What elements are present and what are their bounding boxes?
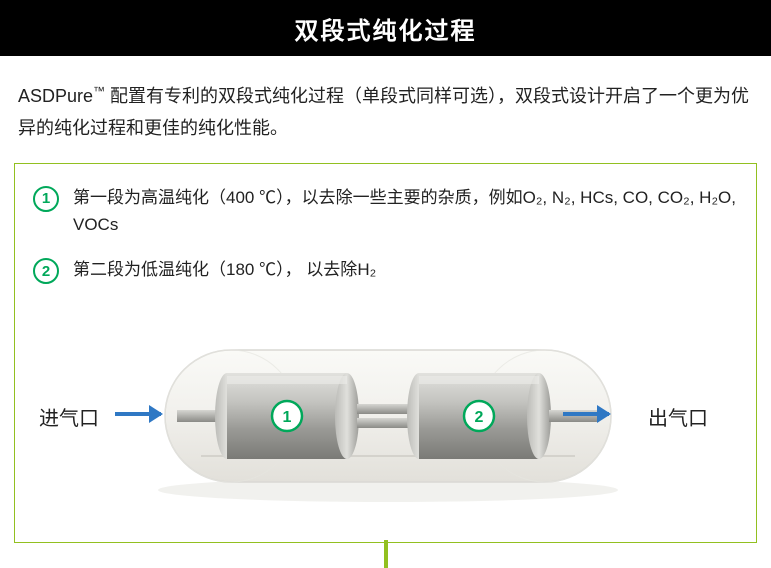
step-1-text: 第一段为高温纯化（400 ℃），以去除一些主要的杂质，例如O₂, N₂, HCs… (73, 184, 738, 238)
step-2-text: 第二段为低温纯化（180 ℃）， 以去除H₂ (73, 256, 376, 283)
bottom-connector-line (384, 540, 388, 568)
header-bar: 双段式纯化过程 (0, 0, 771, 56)
step-2-badge: 2 (33, 258, 59, 284)
step-2-text-a: 第二段为低温纯化（180 ℃）， 以去除 (73, 260, 357, 279)
step-2-row: 2 第二段为低温纯化（180 ℃）， 以去除H₂ (33, 256, 738, 284)
diagram-area: 进气口 (33, 310, 738, 520)
step-2-text-b: H₂ (357, 260, 376, 279)
step-1-text-a: 第一段为高温纯化（400 ℃），以去除一些主要的杂质，例如 (73, 188, 523, 207)
outlet-label: 出气口 (648, 402, 708, 431)
chamber-1-num: 1 (283, 409, 292, 426)
header-title: 双段式纯化过程 (295, 11, 477, 46)
step-1-row: 1 第一段为高温纯化（400 ℃），以去除一些主要的杂质，例如O₂, N₂, H… (33, 184, 738, 238)
chamber-2-badge: 2 (464, 401, 494, 431)
product-name: ASDPure (18, 86, 93, 106)
description-block: ASDPure™ 配置有专利的双段式纯化过程（单段式同样可选），双段式设计开启了… (0, 56, 771, 163)
step-1-number: 1 (42, 190, 50, 207)
arrow-outlet (563, 412, 609, 416)
chamber-2-num: 2 (475, 409, 484, 426)
info-box: 1 第一段为高温纯化（400 ℃），以去除一些主要的杂质，例如O₂, N₂, H… (14, 163, 757, 543)
description-body: 配置有专利的双段式纯化过程（单段式同样可选），双段式设计开启了一个更为优异的纯化… (18, 86, 749, 138)
trademark: ™ (93, 84, 105, 98)
step-1-badge: 1 (33, 186, 59, 212)
chamber-1-badge: 1 (272, 401, 302, 431)
step-2-number: 2 (42, 263, 50, 280)
inlet-label: 进气口 (39, 402, 99, 431)
